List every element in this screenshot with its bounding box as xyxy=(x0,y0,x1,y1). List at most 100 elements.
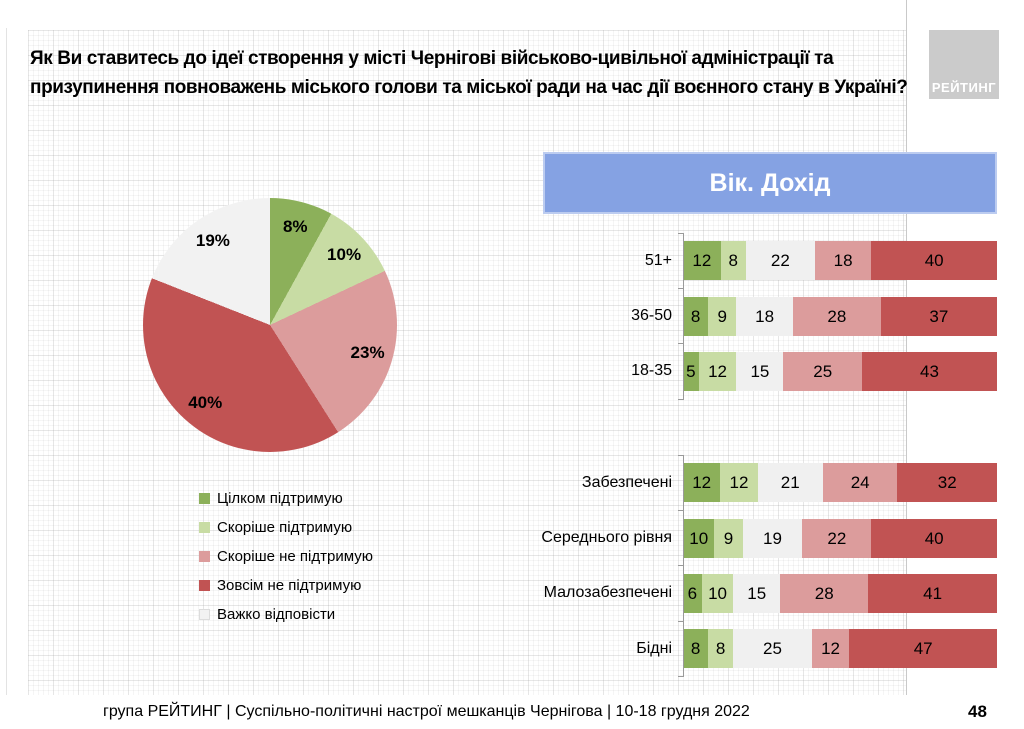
legend-item: Скоріше підтримую xyxy=(199,513,373,542)
bar-segment: 25 xyxy=(733,629,812,669)
pie-legend: Цілком підтримую Скоріше підтримую Скоріше… xyxy=(199,484,373,629)
bar-segment: 8 xyxy=(683,296,709,336)
slide-right-border xyxy=(906,0,907,695)
bar-value-label: 40 xyxy=(924,528,944,548)
bar-axis xyxy=(678,454,684,678)
pie-slice-label: 8% xyxy=(282,216,308,236)
bar-segment: 19 xyxy=(742,518,803,558)
bar-value-label: 40 xyxy=(924,251,944,271)
bar-value-label: 9 xyxy=(723,528,734,548)
legend-item-label: Важко відповісти xyxy=(217,606,336,623)
legend-item: Зовсім не підтримую xyxy=(199,571,373,600)
bar-value-label: 12 xyxy=(729,473,749,493)
bar-segment: 41 xyxy=(868,573,997,613)
bar-value-label: 47 xyxy=(913,639,933,659)
legend-item: Скоріше не підтримую xyxy=(199,542,373,571)
bar-row: 36-50 8 9 18 28 37 xyxy=(533,288,997,343)
legend-item: Цілком підтримую xyxy=(199,484,373,513)
question-title: Як Ви ставитесь до ідеї створення у міст… xyxy=(30,48,908,98)
bar-segment: 24 xyxy=(822,463,898,503)
pie-chart-area: 8% 10% 23% 40% 19% xyxy=(143,198,397,452)
bar-segment: 21 xyxy=(757,463,823,503)
bar-segment: 8 xyxy=(683,629,709,669)
bar-segment: 32 xyxy=(897,463,997,503)
bar-segment: 47 xyxy=(849,629,997,669)
bar-segment: 40 xyxy=(871,518,997,558)
bar-track: 8 8 25 12 47 xyxy=(683,629,997,669)
bar-segment: 9 xyxy=(714,518,743,558)
bar-value-label: 15 xyxy=(747,583,767,603)
bar-value-label: 12 xyxy=(821,639,841,659)
bar-segment: 18 xyxy=(814,241,872,281)
bar-category-label: Забезпечені xyxy=(581,473,672,491)
bar-value-label: 12 xyxy=(708,361,727,381)
bar-track: 12 8 22 18 40 xyxy=(683,241,997,281)
axis-tick xyxy=(678,676,684,678)
bar-track: 8 9 18 28 37 xyxy=(683,296,997,336)
axis-tick xyxy=(678,343,684,345)
legend-item: Важко відповісти xyxy=(199,600,373,629)
axis-tick xyxy=(678,287,684,289)
legend-item-label: Скоріше підтримую xyxy=(217,519,353,536)
legend-swatch xyxy=(199,580,210,591)
bar-category-label: Середнього рівня xyxy=(541,529,672,547)
pie-chart xyxy=(143,198,397,452)
bar-segment: 40 xyxy=(871,241,997,281)
bar-row: Забезпечені 12 12 21 24 32 xyxy=(533,455,997,510)
bar-category-label: Малозабезпечені xyxy=(543,584,672,602)
bar-category-label: Бідні xyxy=(636,639,672,657)
breakdown-header-label: Вік. Дохід xyxy=(709,168,831,197)
bar-segment: 28 xyxy=(792,296,881,336)
bar-category-label: 36-50 xyxy=(631,307,672,325)
bar-value-label: 22 xyxy=(827,528,847,548)
bar-row: Середнього рівня 10 9 19 22 40 xyxy=(533,510,997,565)
axis-tick xyxy=(678,565,684,567)
bar-category-label: 18-35 xyxy=(631,362,672,380)
bar-segment: 18 xyxy=(736,296,793,336)
bar-segment: 8 xyxy=(720,241,746,281)
bar-value-label: 10 xyxy=(689,528,709,548)
bar-axis xyxy=(678,232,684,400)
bar-value-label: 19 xyxy=(763,528,782,548)
legend-swatch xyxy=(199,522,210,533)
bar-row: Бідні 8 8 25 12 47 xyxy=(533,621,997,676)
bar-value-label: 37 xyxy=(929,306,949,326)
bar-value-label: 12 xyxy=(692,251,712,271)
bar-track: 6 10 15 28 41 xyxy=(683,573,997,613)
pie-slice-label: 10% xyxy=(327,245,362,265)
bar-segment: 28 xyxy=(780,573,869,613)
bar-segment: 12 xyxy=(683,241,721,281)
legend-swatch xyxy=(199,493,210,504)
bar-segment: 12 xyxy=(683,463,721,503)
axis-tick xyxy=(678,232,684,234)
legend-item-label: Скоріше не підтримую xyxy=(217,548,373,565)
bar-segment: 10 xyxy=(701,573,734,613)
bar-segment: 12 xyxy=(811,629,850,669)
bar-segment: 12 xyxy=(720,463,758,503)
bar-segment: 22 xyxy=(745,241,815,281)
axis-tick xyxy=(678,509,684,511)
bar-segment: 25 xyxy=(783,351,862,391)
slide-left-border xyxy=(6,28,7,695)
bar-value-label: 6 xyxy=(687,583,698,603)
bar-segment: 8 xyxy=(708,629,734,669)
footer-source: група РЕЙТИНГ | Суспільно-політичні наст… xyxy=(103,703,750,720)
bar-segment: 37 xyxy=(880,296,997,336)
bar-segment: 12 xyxy=(698,351,737,391)
bar-value-label: 18 xyxy=(755,306,775,326)
bar-value-label: 28 xyxy=(827,306,847,326)
bar-chart-age: 51+ 12 8 22 18 40 36-50 8 9 18 28 37 18-35 5 12 15 25 43 xyxy=(533,232,997,400)
legend-item-label: Зовсім не підтримую xyxy=(217,577,362,594)
bar-value-label: 22 xyxy=(770,251,790,271)
bar-value-label: 32 xyxy=(937,473,957,493)
bar-segment: 15 xyxy=(733,573,781,613)
axis-tick xyxy=(678,620,684,622)
bar-value-label: 12 xyxy=(692,473,712,493)
bar-track: 12 12 21 24 32 xyxy=(683,463,997,503)
bar-track: 5 12 15 25 43 xyxy=(683,351,997,391)
bar-value-label: 28 xyxy=(814,583,834,603)
legend-swatch xyxy=(199,551,210,562)
bar-value-label: 15 xyxy=(750,361,770,381)
axis-tick xyxy=(678,454,684,456)
bar-value-label: 18 xyxy=(833,251,853,271)
